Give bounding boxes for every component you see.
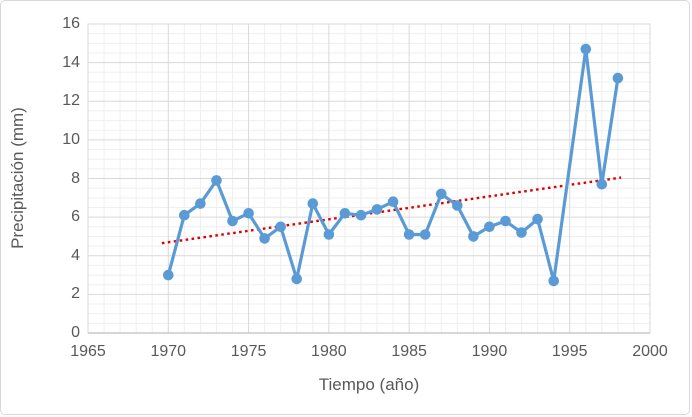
y-tick-label: 14 — [62, 53, 80, 71]
y-tick-label: 6 — [71, 208, 80, 226]
data-point-marker — [307, 198, 319, 209]
data-point-marker — [580, 43, 592, 55]
x-tick-label: 1965 — [70, 343, 106, 360]
series-line — [166, 47, 620, 283]
y-tick-label: 8 — [71, 169, 80, 187]
data-point-marker — [548, 275, 559, 287]
data-point-marker — [371, 204, 383, 215]
data-point-marker — [227, 215, 238, 227]
y-tick-label: 4 — [71, 246, 80, 264]
data-point-marker — [339, 208, 351, 219]
x-axis-title: Tiempo (año) — [318, 375, 420, 394]
data-point-marker — [259, 233, 270, 244]
y-tick-label: 16 — [62, 15, 80, 32]
y-tick-label: 0 — [71, 324, 80, 341]
x-tick-label: 1985 — [391, 343, 427, 360]
data-point-marker — [179, 209, 190, 221]
data-point-marker — [355, 209, 367, 221]
x-tick-label: 1975 — [230, 343, 267, 360]
data-point-marker — [436, 188, 447, 200]
x-tick-label: 1990 — [471, 343, 508, 360]
data-point-marker — [532, 213, 543, 225]
data-point-marker — [163, 269, 174, 281]
x-tick-label: 1970 — [150, 343, 187, 360]
y-tick-label: 10 — [62, 130, 80, 148]
x-tick-label: 2000 — [632, 343, 668, 360]
data-point-marker — [387, 196, 399, 207]
data-point-marker — [500, 215, 511, 227]
data-point-marker — [596, 179, 608, 190]
data-point-marker — [612, 72, 624, 84]
data-point-marker — [452, 200, 463, 211]
trendline-dotted — [161, 176, 622, 245]
y-axis-title: Precipitación (mm) — [8, 107, 27, 249]
data-point-marker — [516, 227, 527, 238]
data-point-marker — [403, 229, 415, 240]
data-point-marker — [211, 175, 222, 186]
data-point-marker — [275, 221, 287, 233]
data-point-marker — [291, 273, 303, 285]
data-point-marker — [468, 231, 479, 242]
x-tick-label: 1995 — [551, 343, 588, 360]
data-point-marker — [243, 208, 254, 219]
data-point-marker — [323, 229, 335, 240]
data-point-marker — [419, 229, 431, 240]
y-tick-label: 12 — [62, 92, 80, 110]
data-point-marker — [195, 198, 206, 209]
y-tick-label: 2 — [71, 285, 80, 303]
data-point-marker — [484, 221, 495, 233]
x-tick-label: 1980 — [311, 343, 347, 360]
